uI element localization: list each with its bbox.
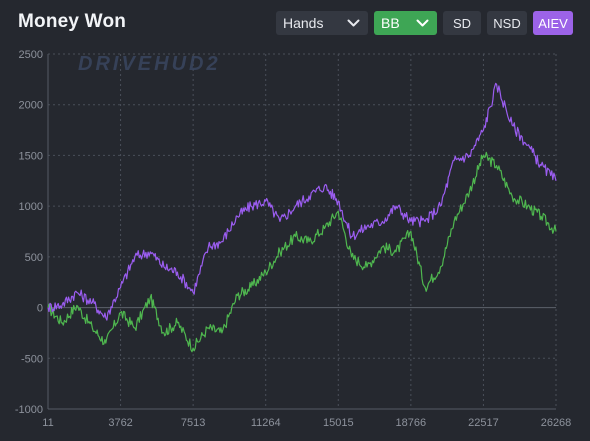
sd-toggle-button[interactable]: SD	[443, 11, 481, 35]
unit-select-label: BB	[381, 15, 400, 31]
x-tick-label: 26268	[541, 417, 572, 429]
y-tick-label: 1500	[19, 150, 43, 162]
x-tick-label: 18766	[396, 417, 427, 429]
sd-toggle-label: SD	[452, 15, 472, 31]
x-tick-label: 11	[42, 417, 53, 429]
x-tick-label: 15015	[323, 417, 354, 429]
nsd-toggle-label: NSD	[493, 15, 521, 31]
x-tick-label: 11264	[251, 417, 281, 429]
aiev-series-line	[47, 82, 557, 321]
won-series-line	[47, 151, 557, 353]
y-tick-label: 2000	[19, 100, 43, 112]
y-tick-label: 500	[25, 252, 43, 264]
chart-controls: Hands BB SD NSD AIEV	[276, 11, 573, 35]
x-axis-select-label: Hands	[283, 15, 324, 31]
y-tick-label: 1000	[19, 201, 43, 213]
aiev-toggle-label: AIEV	[538, 15, 568, 31]
y-tick-label: 0	[37, 303, 43, 315]
unit-select[interactable]: BB	[374, 11, 437, 35]
y-tick-label: -500	[21, 353, 43, 365]
y-tick-label: -1000	[15, 404, 43, 416]
chevron-down-icon	[347, 19, 360, 28]
drivehud-watermark: DRIVEHUD2	[78, 53, 221, 75]
x-tick-label: 3762	[108, 417, 132, 429]
aiev-toggle-button[interactable]: AIEV	[533, 11, 573, 35]
chart-title: Money Won	[18, 11, 127, 32]
x-tick-label: 7513	[181, 417, 205, 429]
chevron-down-icon	[416, 19, 429, 28]
x-axis-select[interactable]: Hands	[276, 11, 368, 35]
y-tick-label: 2500	[19, 49, 43, 61]
x-tick-label: 22517	[468, 417, 499, 429]
nsd-toggle-button[interactable]: NSD	[487, 11, 527, 35]
